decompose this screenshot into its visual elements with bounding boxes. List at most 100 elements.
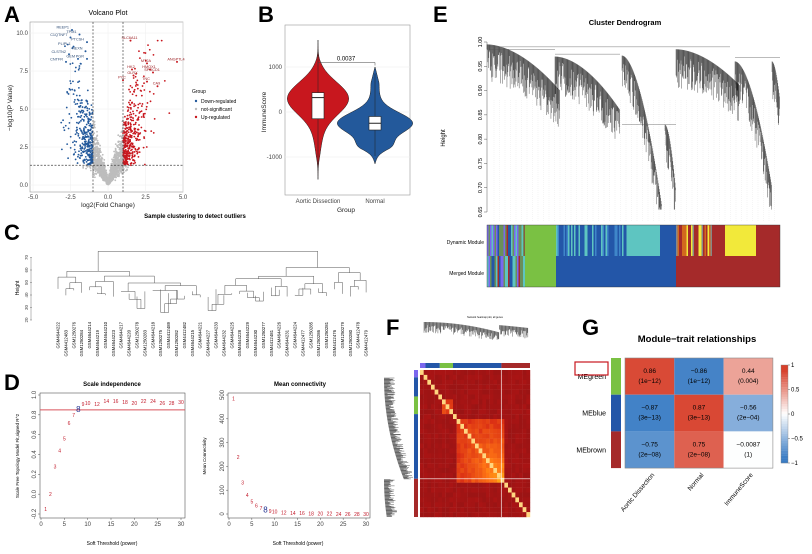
heatmap-cell: [519, 468, 523, 474]
heatmap-cell: [511, 487, 516, 493]
volcano-point: [109, 175, 112, 177]
heatmap-cell: [493, 414, 498, 420]
heatmap-cell: [489, 463, 494, 469]
volcano-point: [82, 167, 85, 169]
volcano-point: [132, 119, 135, 122]
volcano-point: [114, 179, 117, 182]
heatmap-cell: [500, 487, 505, 493]
x-tick-label: 30: [363, 522, 370, 528]
gene-label: PYC: [118, 76, 126, 80]
heatmap-cell: [486, 463, 490, 469]
volcano-point: [69, 82, 72, 85]
heatmap-cell: [456, 414, 461, 420]
volcano-point: [113, 150, 115, 153]
heatmap-cell: [423, 502, 428, 508]
heatmap-cell: [442, 409, 446, 415]
heatmap-cell: [427, 389, 432, 395]
heatmap-cell: [489, 384, 494, 390]
volcano-point: [81, 118, 84, 121]
colorbar-segment: [781, 391, 788, 395]
heatmap-cell: [449, 379, 454, 385]
volcano-point: [129, 122, 132, 125]
heatmap-cell: [486, 423, 490, 429]
volcano-point: [83, 132, 86, 134]
power-point: 30: [363, 512, 369, 518]
heatmap-cell: [504, 409, 509, 415]
sample-label: GSM1250285: [308, 321, 313, 348]
module-color-bar-top: [420, 363, 426, 368]
gene-label: C1QTNF7: [50, 33, 67, 37]
volcano-point: [115, 156, 117, 158]
heatmap-cell: [431, 438, 435, 444]
heatmap-cell: [464, 409, 468, 415]
heatmap-cell: [467, 423, 472, 429]
heatmap-cell: [500, 404, 505, 410]
heatmap-cell: [449, 477, 454, 483]
colorbar-segment: [781, 374, 788, 378]
mean-connectivity-xlabel: Soft Threshold (power): [273, 541, 324, 547]
sample-label: GSM4644210: [103, 321, 108, 348]
heatmap-cell: [434, 419, 439, 425]
correlation-cell: [674, 394, 724, 432]
volcano-point: [129, 90, 132, 93]
volcano-point: [68, 87, 71, 90]
volcano-point: [130, 134, 133, 137]
dynamic-module-stripe: [613, 225, 615, 256]
heatmap-cell: [478, 502, 483, 508]
volcano-point: [122, 132, 124, 135]
heatmap-cell: [449, 502, 454, 508]
heatmap-cell: [431, 379, 435, 385]
volcano-point: [89, 136, 92, 139]
volcano-point: [136, 152, 139, 155]
merged-module-label: Merged Module: [449, 271, 484, 277]
heatmap-cell: [497, 409, 501, 415]
heatmap-cell: [445, 497, 450, 503]
heatmap-cell: [515, 428, 520, 434]
heatmap-cell: [442, 468, 446, 474]
heatmap-cell: [526, 477, 531, 483]
heatmap-cell: [522, 448, 527, 454]
heatmap-cell: [500, 414, 505, 420]
heatmap-cell: [500, 389, 505, 395]
heatmap-cell: [493, 428, 498, 434]
heatmap-cell: [449, 512, 454, 518]
volcano-point: [78, 121, 81, 124]
heatmap-cell: [493, 433, 498, 439]
volcano-point: [138, 112, 141, 114]
gene-point: [77, 57, 79, 60]
heatmap-cell: [423, 374, 428, 380]
heatmap-cell: [526, 463, 531, 469]
merged-module-stripe: [523, 256, 525, 287]
heatmap-cell: [467, 394, 472, 400]
heatmap-cell: [478, 497, 483, 503]
legend-swatch: [194, 115, 198, 119]
sample-label: GSM4644218: [150, 321, 155, 348]
heatmap-cell: [449, 458, 454, 464]
heatmap-cell: [475, 458, 479, 464]
heatmap-cell: [427, 433, 432, 439]
heatmap-cell: [438, 374, 443, 380]
heatmap-cell: [449, 468, 454, 474]
volcano-point: [123, 121, 125, 124]
heatmap-cell: [489, 458, 494, 464]
heatmap-cell: [497, 453, 501, 459]
heatmap-cell: [519, 482, 523, 488]
dynamic-module-stripe: [571, 225, 573, 256]
volcano-point: [129, 127, 132, 129]
sample-label: GSM4412489: [166, 321, 171, 348]
dynamic-module-stripe: [625, 225, 627, 256]
heatmap-cell: [504, 414, 509, 420]
volcano-point: [117, 156, 119, 159]
heatmap-cell: [438, 443, 443, 449]
volcano-point: [130, 164, 132, 167]
heatmap-cell: [442, 482, 446, 488]
cluster-dendrogram-title: Cluster Dendrogram: [589, 18, 662, 27]
dynamic-module-label: Dynamic Module: [447, 240, 484, 246]
dendrogram-branch: [338, 272, 361, 283]
heatmap-cell: [515, 487, 520, 493]
colorbar-segment: [781, 401, 788, 405]
heatmap-cell: [456, 512, 461, 518]
heatmap-cell: [486, 384, 490, 390]
heatmap-cell: [500, 502, 505, 508]
heatmap-cell: [508, 409, 512, 415]
